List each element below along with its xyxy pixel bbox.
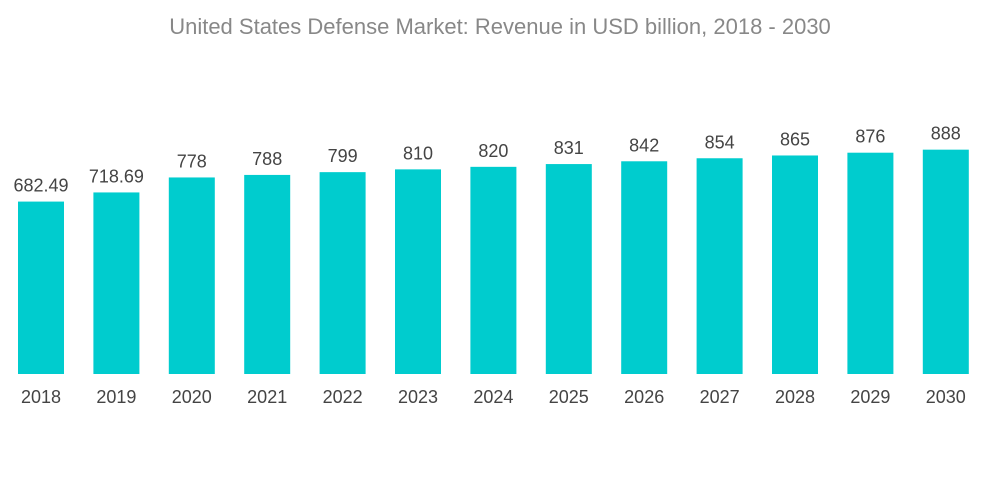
data-label-2025: 831: [554, 138, 584, 158]
bar-2024: [470, 166, 517, 374]
bar-2023: [395, 169, 441, 374]
bar-2028: [772, 155, 818, 374]
x-tick-label-2030: 2030: [926, 387, 966, 407]
x-tick-label-2021: 2021: [247, 387, 287, 407]
bar-2027: [696, 158, 743, 374]
data-label-2027: 854: [705, 132, 735, 152]
data-label-2028: 865: [780, 129, 810, 149]
data-label-2029: 876: [855, 127, 885, 147]
bar-2025: [545, 164, 592, 374]
x-tick-label-2027: 2027: [700, 387, 740, 407]
x-tick-label-2026: 2026: [624, 387, 664, 407]
x-tick-label-2022: 2022: [323, 387, 363, 407]
data-label-2018: 682.49: [13, 176, 68, 196]
x-tick-label-2018: 2018: [21, 387, 61, 407]
x-tick-label-2019: 2019: [96, 387, 136, 407]
bar-2030: [922, 149, 969, 374]
x-tick-label-2025: 2025: [549, 387, 589, 407]
data-label-2023: 810: [403, 143, 433, 163]
data-label-2021: 788: [252, 149, 282, 169]
bar-2019: [93, 192, 140, 374]
chart-title: United States Defense Market: Revenue in…: [169, 14, 831, 39]
data-label-2030: 888: [931, 124, 961, 144]
bar-2029: [847, 152, 894, 374]
x-tick-label-2029: 2029: [850, 387, 890, 407]
data-label-2024: 820: [478, 141, 508, 161]
data-label-2019: 718.69: [89, 166, 144, 186]
bar-2022: [319, 172, 366, 374]
data-label-2022: 799: [328, 146, 358, 166]
x-tick-label-2028: 2028: [775, 387, 815, 407]
bar-2020: [168, 177, 215, 374]
bar-2026: [621, 161, 668, 374]
x-tick-label-2023: 2023: [398, 387, 438, 407]
bar-2021: [244, 174, 291, 374]
data-label-2020: 778: [177, 151, 207, 171]
x-tick-label-2024: 2024: [473, 387, 513, 407]
x-tick-label-2020: 2020: [172, 387, 212, 407]
data-label-2026: 842: [629, 135, 659, 155]
bar-2018: [18, 201, 64, 374]
